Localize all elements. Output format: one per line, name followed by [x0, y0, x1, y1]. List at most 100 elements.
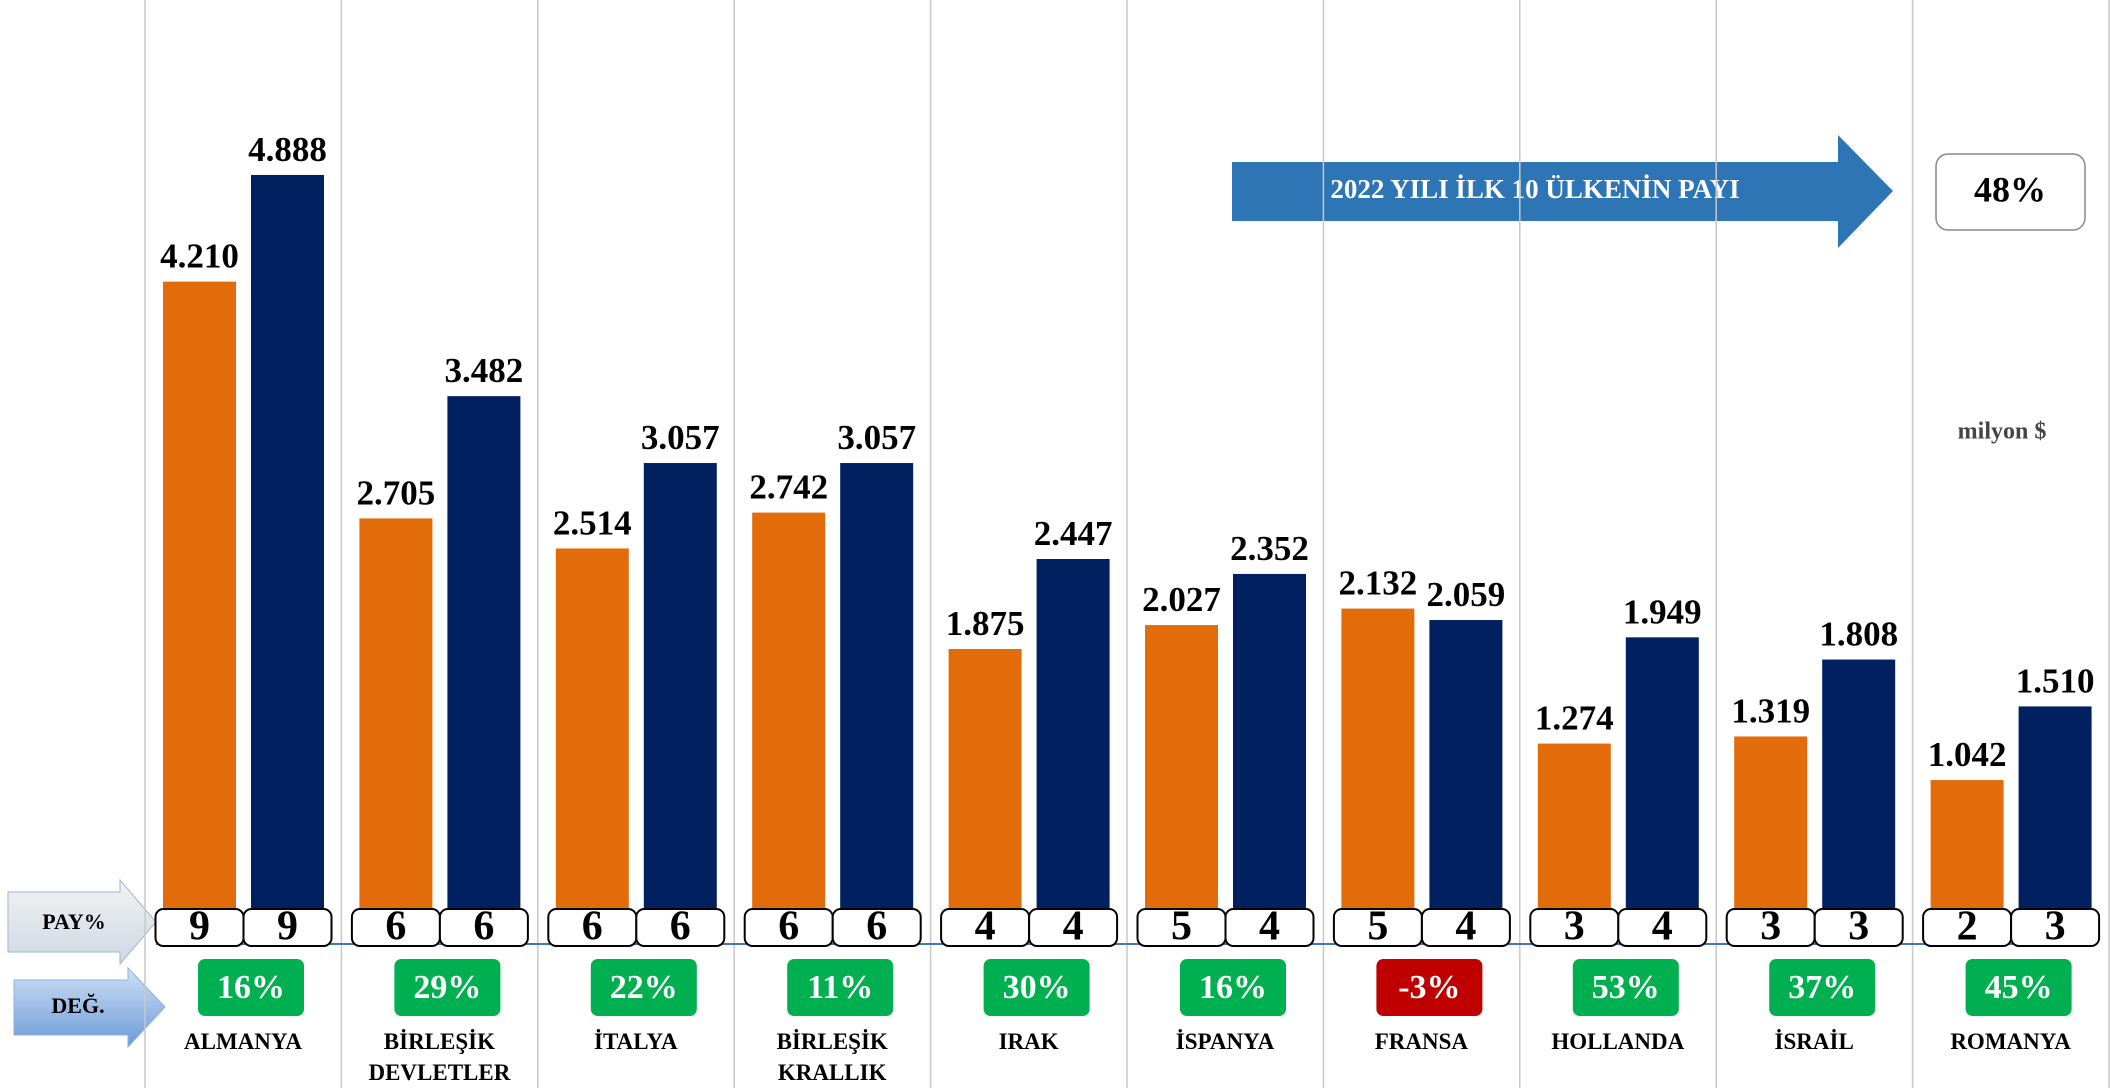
pay-box [1813, 908, 1904, 947]
change-arrow [13, 966, 166, 1049]
pay-value: 4 [1455, 904, 1476, 950]
data-label: 4.210 [160, 237, 239, 276]
pay-box [1420, 908, 1511, 947]
pay-value: 6 [385, 904, 406, 950]
change-value: 16% [1199, 969, 1267, 1006]
change-box [394, 959, 501, 1016]
data-label: 2.447 [1034, 514, 1113, 553]
change-value: 29% [413, 969, 481, 1006]
bar [555, 548, 629, 944]
change-value: 37% [1788, 969, 1856, 1006]
change-box [1376, 959, 1483, 1016]
change-box [198, 959, 304, 1016]
annotation-value: 48% [1974, 169, 2046, 209]
pay-arrow [7, 878, 157, 966]
category-label: İSRAİL [1774, 1029, 1854, 1054]
pay-value: 6 [778, 904, 799, 950]
change-value: -3% [1398, 969, 1460, 1006]
change-box [983, 959, 1090, 1016]
pay-value: 4 [1259, 904, 1280, 950]
unit-label: milyon $ [1958, 419, 2047, 445]
pay-value: 3 [2045, 904, 2066, 950]
change-value: 22% [610, 969, 678, 1006]
bar [1625, 637, 1699, 944]
bar [1822, 659, 1896, 944]
annotation: 2022 YILI İLK 10 ÜLKENİN PAYI [1330, 174, 1739, 204]
data-label: 2.027 [1142, 580, 1221, 619]
data-label: 1.274 [1535, 699, 1614, 738]
change-value: 11% [807, 969, 873, 1006]
pay-value: 4 [975, 904, 996, 950]
category-label: ROMANYA [1950, 1029, 2071, 1054]
data-label: 2.514 [553, 503, 632, 542]
annotation-box [1935, 153, 2086, 231]
bar [447, 396, 521, 944]
bar [643, 463, 717, 944]
change-box [787, 959, 894, 1016]
pay-value: 3 [1564, 904, 1585, 950]
bar [1036, 559, 1110, 944]
category-label: İSPANYA [1175, 1029, 1275, 1054]
data-label: 3.482 [445, 351, 524, 390]
data-label: 3.057 [641, 418, 720, 457]
pay-value: 5 [1367, 904, 1388, 950]
category-label: ALMANYA [184, 1029, 302, 1054]
category-label: HOLLANDA [1551, 1029, 1685, 1054]
bar [752, 512, 826, 944]
data-label: 2.705 [357, 473, 436, 512]
bar [359, 518, 433, 944]
data-label: 1.808 [1819, 615, 1898, 654]
pay-value: 9 [277, 904, 298, 950]
bar [1341, 608, 1415, 944]
data-label: 1.319 [1731, 692, 1810, 731]
bar [1145, 625, 1218, 944]
data-label: 1.875 [946, 604, 1025, 643]
pay-box [635, 908, 726, 947]
pay-box [242, 908, 333, 947]
pay-box [831, 908, 922, 947]
pay-value: 4 [1063, 904, 1084, 950]
bar [1233, 573, 1306, 944]
pay-value: 6 [473, 904, 494, 950]
pay-value: 4 [1652, 904, 1673, 950]
category-label: IRAK [998, 1029, 1059, 1054]
change-box [1769, 959, 1876, 1016]
bar [2018, 706, 2092, 944]
bar [1429, 620, 1503, 944]
category-label: BİRLEŞİK DEVLETLER [368, 1029, 511, 1085]
category-label: FRANSA [1374, 1029, 1469, 1054]
data-label: 2.352 [1230, 529, 1309, 568]
change-value: 16% [217, 969, 285, 1006]
category-label: İTALYA [594, 1029, 678, 1054]
pay-value: 5 [1171, 904, 1192, 950]
data-label: 2.132 [1339, 564, 1418, 603]
data-label: 3.057 [837, 418, 916, 457]
pay-value: 3 [1760, 904, 1781, 950]
pay-box [438, 908, 529, 947]
data-label: 2.059 [1427, 575, 1506, 614]
bar [840, 463, 914, 944]
change-box [590, 959, 697, 1016]
bar [163, 281, 236, 944]
bar [948, 649, 1022, 944]
change-box [1572, 959, 1679, 1016]
change-box [1180, 959, 1286, 1016]
data-label: 4.888 [248, 130, 327, 169]
pay-value: 6 [582, 904, 603, 950]
pay-value: 6 [866, 904, 887, 950]
data-label: 1.042 [1928, 735, 2007, 774]
pay-box [1224, 908, 1315, 947]
pay-value: 3 [1848, 904, 1869, 950]
change-label: DEĞ. [51, 993, 104, 1018]
pay-box [1617, 908, 1708, 947]
category-label: BİRLEŞİK KRALLIK [776, 1029, 888, 1085]
pay-label: PAY% [42, 909, 106, 934]
change-value: 30% [1003, 969, 1071, 1006]
change-box [1965, 959, 2072, 1016]
change-value: 45% [1985, 969, 2053, 1006]
change-value: 53% [1592, 969, 1660, 1006]
annotation-arrow [1232, 135, 1893, 248]
